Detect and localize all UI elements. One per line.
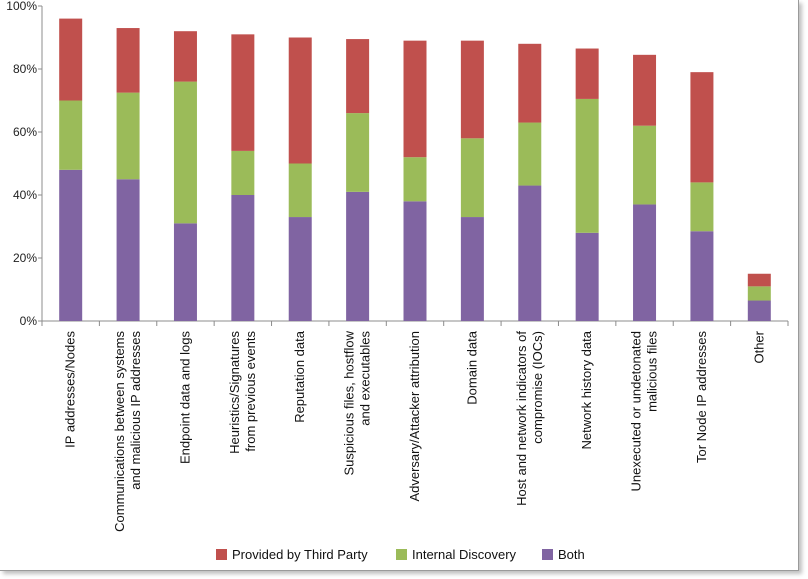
bar-segment [460,40,484,139]
y-tick-label: 0% [20,314,38,328]
x-category-label-line: Heuristics/Signatures [227,331,242,454]
bar-segment [575,98,599,233]
x-category-label-line: Unexecuted or undetonated [629,331,644,491]
bar-segment [518,185,542,321]
x-category-label-line: Other [751,330,766,363]
bar-segment [173,31,197,82]
x-category-label: Tor Node IP addresses [694,331,709,463]
x-category-label: Reputation data [292,330,307,423]
x-category-label-line: Reputation data [292,330,307,423]
x-category-label: Network history data [579,330,594,449]
x-category-label-line: Suspicious files, hostflow [342,330,357,475]
y-tick-label: 40% [13,188,37,202]
legend-label: Internal Discovery [412,547,517,562]
y-tick-label: 100% [6,0,37,13]
x-category-label-line: malicious files [645,331,660,412]
bar-segment [518,43,542,123]
bar-segment [747,273,771,287]
legend-swatch [542,549,553,560]
x-category-label-line: Adversary/Attacker attribution [407,331,422,502]
bar-segment [460,138,484,218]
legend-swatch [216,549,227,560]
bar-segment [633,204,657,321]
x-category-label-line: Endpoint data and logs [177,331,192,464]
x-category-label: Endpoint data and logs [177,331,192,464]
bar-segment [690,231,714,321]
bar-segment [288,217,312,321]
bar-segment [116,92,140,180]
bar-segment [575,48,599,99]
bar-segment [59,18,83,101]
x-category-label: Host and network indicators of compromise… [514,331,545,506]
bar-segment [231,150,255,195]
bar-segment [747,286,771,301]
x-category-label-line: Host and network indicators of [514,331,529,506]
x-category-label-line: Tor Node IP addresses [694,331,709,463]
x-category-label: Other [751,330,766,363]
legend-label: Both [558,547,585,562]
bar-segment [116,179,140,321]
bar-segment [116,28,140,93]
x-category-label: Adversary/Attacker attribution [407,331,422,502]
y-tick-label: 80% [13,62,37,76]
bar-segment [403,157,427,202]
bar-segment [346,191,370,321]
bar-segment [346,113,370,192]
x-category-label: IP addresses/Nodes [63,331,78,448]
bar-segment [173,223,197,321]
bar-segment [460,217,484,321]
bar-segment [346,39,370,114]
bar-segment [231,195,255,321]
bar-segment [690,72,714,183]
bar-segment [288,37,312,164]
bar-segment [690,182,714,232]
bar-segment [403,40,427,158]
x-category-label-line: and malicious IP addresses [128,331,143,490]
x-category-label: Domain data [464,330,479,404]
bar-segment [633,54,657,126]
bar-segment [633,125,657,205]
x-category-label: Unexecuted or undetonated malicious files [629,331,660,492]
x-category-label-line: Network history data [579,330,594,449]
x-category-label-line: compromise (IOCs) [530,331,545,444]
bar-segment [403,201,427,321]
legend-label: Provided by Third Party [232,547,368,562]
bar-segment [575,232,599,321]
x-category-label-line: IP addresses/Nodes [63,331,78,448]
bar-segment [173,81,197,224]
x-category-label: Suspicious files, hostflow and executable… [342,330,373,475]
x-category-label: Heuristics/Signatures from previous event… [227,331,258,454]
x-category-label: Communications between systems and malici… [112,331,143,532]
bar-segment [59,169,83,321]
y-tick-label: 20% [13,251,37,265]
chart-frame: 0% 20% 40% 60% 80% 100% IP addresses/Nodes Comm… [0,0,799,571]
bar-segment [747,300,771,321]
x-category-label-line: from previous events [243,331,258,452]
bar-segment [59,100,83,170]
y-tick-label: 60% [13,125,37,139]
bar-segment [231,34,255,151]
legend-swatch [396,549,407,560]
bar-segment [288,163,312,218]
x-category-label-line: Domain data [464,330,479,404]
bar-segment [518,122,542,186]
x-category-label-line: and executables [358,331,373,426]
x-category-label-line: Communications between systems [112,331,127,532]
